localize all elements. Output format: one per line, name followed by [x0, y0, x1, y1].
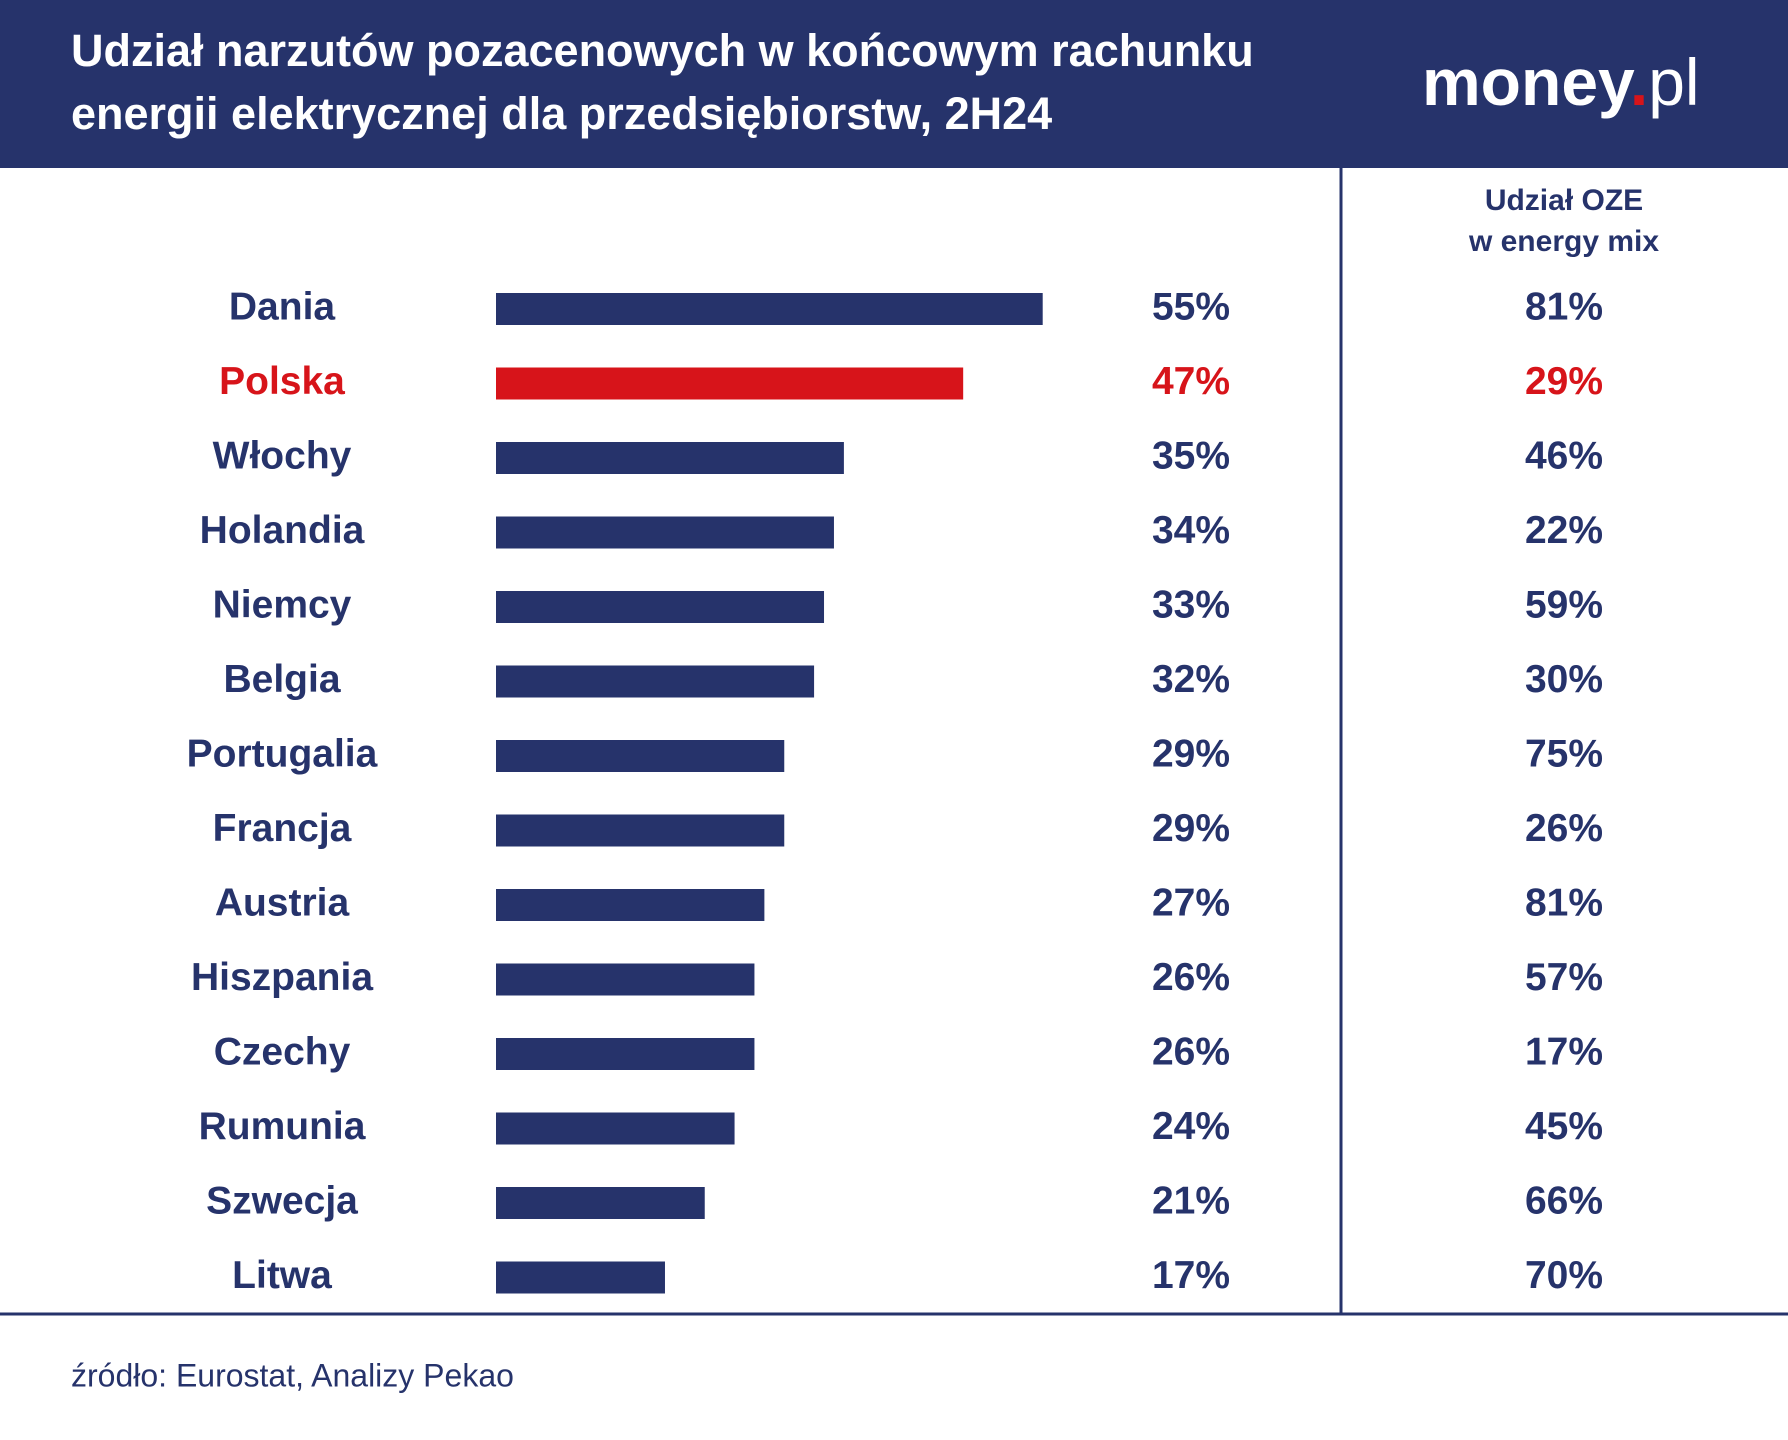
category-label: Holandia — [200, 509, 365, 552]
value-label: 24% — [1152, 1105, 1230, 1148]
column-header: Udział OZE — [1485, 184, 1643, 217]
secondary-value: 75% — [1525, 732, 1603, 775]
secondary-value: 57% — [1525, 956, 1603, 999]
secondary-value: 17% — [1525, 1030, 1603, 1073]
value-label: 55% — [1152, 285, 1230, 328]
value-label: 35% — [1152, 434, 1230, 477]
secondary-value: 81% — [1525, 881, 1603, 924]
column-header: w energy mix — [1468, 225, 1659, 258]
secondary-value: 22% — [1525, 509, 1603, 552]
value-label: 27% — [1152, 881, 1230, 924]
secondary-value: 30% — [1525, 658, 1603, 701]
category-label: Czechy — [214, 1030, 351, 1073]
chart-title: energii elektrycznej dla przedsiębiorstw… — [71, 88, 1052, 139]
category-label: Rumunia — [199, 1105, 366, 1148]
bar — [496, 814, 785, 847]
category-label: Hiszpania — [191, 956, 373, 999]
bar — [496, 293, 1043, 325]
category-label: Portugalia — [187, 732, 378, 775]
secondary-value: 70% — [1525, 1254, 1603, 1297]
bar — [496, 367, 964, 400]
bar — [496, 740, 785, 772]
value-label: 34% — [1152, 509, 1230, 552]
bar — [496, 963, 755, 996]
value-label: 17% — [1152, 1254, 1230, 1297]
logo: money.pl — [1422, 45, 1700, 119]
secondary-value: 45% — [1525, 1105, 1603, 1148]
bar — [496, 1187, 705, 1219]
source: źródło: Eurostat, Analizy Pekao — [71, 1357, 514, 1393]
bar — [496, 889, 765, 921]
category-label: Austria — [215, 881, 350, 924]
secondary-value: 46% — [1525, 434, 1603, 477]
category-label: Litwa — [232, 1254, 332, 1297]
secondary-value: 59% — [1525, 583, 1603, 626]
value-label: 26% — [1152, 1030, 1230, 1073]
category-label: Francja — [213, 807, 352, 850]
value-label: 29% — [1152, 807, 1230, 850]
category-label: Belgia — [223, 658, 340, 701]
bar — [496, 1038, 755, 1070]
bar — [496, 591, 825, 623]
bar — [496, 1261, 665, 1294]
category-label: Szwecja — [206, 1179, 358, 1222]
bar — [496, 665, 815, 698]
header-band — [0, 0, 1788, 168]
category-label: Włochy — [213, 434, 352, 477]
bar — [496, 516, 834, 549]
value-label: 33% — [1152, 583, 1230, 626]
category-label: Polska — [219, 360, 345, 403]
category-label: Dania — [229, 285, 336, 328]
logo-part: pl — [1648, 45, 1699, 119]
chart-title: Udział narzutów pozacenowych w końcowym … — [71, 25, 1254, 76]
bar — [496, 442, 844, 474]
secondary-value: 29% — [1525, 360, 1603, 403]
value-label: 21% — [1152, 1179, 1230, 1222]
value-label: 29% — [1152, 732, 1230, 775]
logo-part: money — [1422, 45, 1635, 119]
value-label: 32% — [1152, 658, 1230, 701]
category-label: Niemcy — [213, 583, 352, 626]
secondary-value: 81% — [1525, 285, 1603, 328]
value-label: 26% — [1152, 956, 1230, 999]
value-label: 47% — [1152, 360, 1230, 403]
bar — [496, 1112, 735, 1145]
logo-part: . — [1630, 45, 1648, 119]
secondary-value: 26% — [1525, 807, 1603, 850]
secondary-value: 66% — [1525, 1179, 1603, 1222]
